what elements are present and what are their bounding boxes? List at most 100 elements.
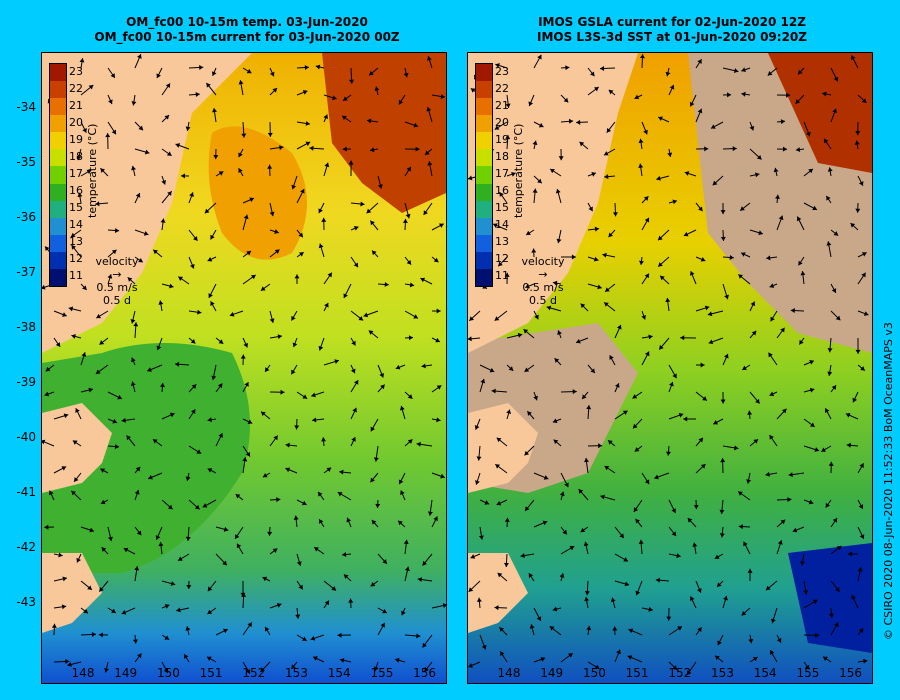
colorbar-tick-label: 22 [69, 81, 83, 95]
longitude-tick-label: 156 [839, 666, 863, 680]
current-vector-head [770, 650, 775, 655]
current-vector-head [346, 517, 352, 523]
current-vector-head [262, 472, 268, 478]
current-vector-head [770, 316, 775, 322]
current-vector-head [700, 464, 706, 469]
left-velocity-key: velocity → 0.5 m/s 0.5 d [87, 255, 147, 307]
current-vector-head [295, 614, 301, 619]
colorbar-tick-label: 11 [69, 269, 83, 283]
current-vector-head [836, 545, 842, 551]
left-map-svg [42, 53, 446, 683]
current-vector-head [435, 337, 440, 343]
current-vector-head [62, 312, 67, 317]
current-vector-head [828, 613, 834, 618]
current-vector-head [828, 461, 834, 466]
current-vector-head [808, 168, 813, 174]
current-vector-head [323, 114, 328, 120]
current-vector-head [859, 463, 864, 469]
colorbar-tick-label: 13 [495, 235, 509, 249]
right-colorbar [475, 63, 493, 287]
current-vector-head [755, 172, 760, 178]
current-vector-head [291, 184, 297, 190]
current-vector-head [771, 618, 776, 624]
current-vector-head [751, 330, 757, 336]
current-vector-head [276, 602, 282, 608]
current-vector-head [61, 604, 67, 610]
current-vector-head [532, 188, 538, 193]
current-vector-head [648, 334, 653, 340]
current-vector-head [370, 581, 376, 587]
current-vector-head [324, 600, 329, 606]
current-vector-head [710, 124, 716, 129]
colorbar-tick-label: 11 [495, 269, 509, 283]
current-vector-head [680, 335, 685, 341]
colorbar-swatch [50, 166, 66, 185]
current-vector-head [494, 125, 500, 130]
colorbar-swatch [50, 81, 66, 99]
current-vector-head [296, 561, 302, 566]
colorbar-tick-label: 16 [69, 184, 83, 198]
current-vector-head [496, 437, 502, 443]
current-vector-head [269, 71, 275, 77]
current-vector-head [582, 394, 587, 400]
current-vector-head [747, 568, 753, 573]
current-vector-head [827, 167, 833, 172]
current-vector-head [604, 174, 609, 180]
current-vector-head [100, 499, 106, 505]
current-vector-head [99, 340, 105, 345]
current-vector-head [562, 529, 567, 535]
current-vector-head [863, 658, 868, 664]
current-vector-head [550, 168, 555, 174]
current-vector-head [506, 409, 512, 414]
current-vector-head [299, 252, 304, 257]
current-vector-head [208, 293, 213, 298]
current-vector-head [669, 84, 675, 90]
current-vector-head [407, 439, 413, 444]
current-vector-head [534, 314, 539, 320]
current-vector-head [766, 255, 771, 261]
current-vector-head [108, 536, 113, 542]
colorbar-tick-label: 23 [69, 64, 83, 78]
current-vector-head [334, 359, 339, 364]
current-vector-head [366, 208, 372, 214]
longitude-tick-label: 151 [625, 666, 649, 680]
current-vector-head [569, 546, 575, 551]
current-vector-head [398, 520, 403, 526]
current-vector-head [71, 490, 76, 496]
current-vector-head [368, 330, 374, 335]
right-velocity-speed: 0.5 m/s [522, 281, 564, 294]
colorbar-swatch [50, 149, 66, 167]
colorbar-tick-label: 12 [69, 252, 83, 266]
current-vector-head [777, 540, 783, 545]
current-vector-head [212, 108, 218, 113]
current-vector-head [302, 636, 307, 641]
current-vector-head [218, 171, 224, 176]
longitude-tick-label: 154 [753, 666, 777, 680]
current-vector-head [855, 208, 861, 213]
current-vector-head [598, 443, 603, 449]
longitude-tick-label: 149 [540, 666, 564, 680]
current-vector-head [366, 118, 372, 124]
current-vector-head [339, 657, 345, 663]
colorbar-tick-label: 15 [69, 201, 83, 215]
current-vector-head [58, 552, 63, 558]
current-vector-head [436, 385, 442, 390]
current-vector-head [580, 303, 586, 309]
current-vector-head [769, 391, 775, 397]
current-vector-head [576, 119, 581, 125]
current-vector-head [525, 506, 530, 511]
current-vector-head [331, 586, 337, 591]
current-vector-head [480, 378, 486, 384]
current-vector-head [42, 439, 46, 445]
current-vector-head [130, 319, 136, 324]
current-vector-head [206, 82, 211, 88]
current-vector-head [468, 336, 472, 342]
current-vector-head [741, 610, 747, 616]
current-vector-head [101, 547, 107, 552]
current-vector-head [524, 450, 530, 456]
colorbar-tick-label: 21 [495, 98, 509, 112]
right-map-panel: 23 22 21 20 19 18 17 16 15 14 13 12 11 temperature (… [467, 52, 873, 684]
current-vector-head [527, 411, 532, 416]
current-vector-head [827, 348, 833, 353]
current-vector-head [616, 324, 622, 330]
